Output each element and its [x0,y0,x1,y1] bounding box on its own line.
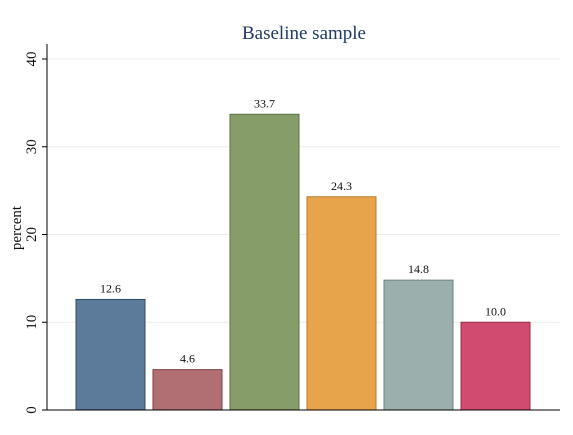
y-axis-label: percent [9,205,25,250]
bar-2 [152,369,223,411]
data-labels: 12.6 4.6 33.7 24.3 14.8 10.0 [100,96,506,365]
bar-3 [229,113,300,411]
bar-value-label: 4.6 [180,352,195,366]
bar-6 [460,321,531,411]
gridlines [47,58,560,323]
bars [75,113,531,411]
bar-5 [383,279,454,411]
y-tick-label: 30 [24,139,40,154]
bar-value-label: 24.3 [331,179,352,193]
bar-value-label: 10.0 [485,304,506,318]
y-axis-ticks: 0 10 20 30 40 [24,52,47,414]
bar-4 [306,196,377,411]
y-tick-label: 0 [24,406,40,414]
chart-title: Baseline sample [242,23,366,44]
y-tick-label: 20 [24,227,40,242]
y-tick-label: 40 [24,52,40,67]
bar-1 [75,298,146,411]
bar-value-label: 12.6 [100,281,121,295]
bar-value-label: 14.8 [408,262,429,276]
bar-value-label: 33.7 [254,96,275,110]
y-tick-label: 10 [24,315,40,330]
